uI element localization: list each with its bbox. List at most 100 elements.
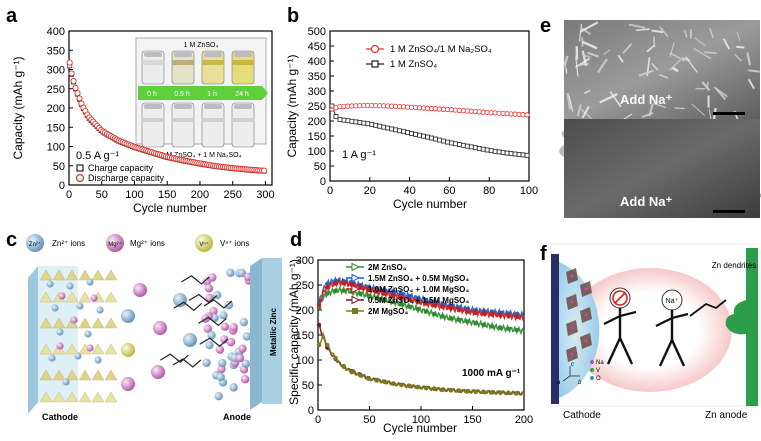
panel-f: f Na⁺ Zn dendrites c a b Na V O Cathode … (540, 243, 758, 421)
data-point (408, 384, 412, 388)
ion-cloud (121, 269, 253, 401)
y-tick-label: 200 (47, 103, 65, 115)
solvated-ion (183, 333, 197, 347)
data-point (366, 377, 370, 381)
data-point (469, 145, 473, 149)
vo-polyhedron (79, 392, 91, 402)
vial-bottom (202, 103, 224, 147)
dendrites-label: Zn dendrites (712, 261, 756, 270)
legend-marker (352, 308, 358, 314)
data-point (350, 370, 354, 374)
discharge-point (73, 85, 78, 90)
data-point (441, 305, 445, 309)
data-point (473, 146, 477, 150)
y-tick-label: 500 (308, 26, 326, 38)
y-tick-label: 200 (308, 116, 326, 128)
ion (219, 311, 227, 319)
legend: Zn²⁺ Zn²⁺ ions Mg²⁺ Mg²⁺ ions Vⁿ⁺ Vⁿ⁺ io… (26, 234, 249, 252)
anode-label: Anode (223, 412, 251, 422)
ion (225, 301, 233, 309)
species-label: V (596, 368, 600, 374)
legend-marker-charge (77, 165, 83, 171)
data-point (408, 305, 412, 309)
y-tick-label: 0 (59, 180, 65, 192)
solvated-ion (151, 365, 165, 379)
sem-label-top: Add Na⁺ (620, 92, 673, 107)
y-tick-label: 0 (320, 176, 326, 188)
data-point (449, 316, 453, 320)
y-tick-label: 250 (47, 84, 65, 96)
y-axis-label: Specific capacity (mAh g⁻¹) (287, 259, 301, 405)
ion (202, 359, 210, 367)
ion (229, 383, 237, 391)
vo-polyhedron (105, 292, 117, 302)
data-point (457, 143, 461, 147)
y-tick-label: 400 (308, 56, 326, 68)
ball-label: Zn²⁺ (29, 241, 41, 248)
mg-ion (56, 342, 63, 349)
vo-polyhedron (92, 318, 104, 328)
data-point (418, 133, 422, 137)
data-point (465, 320, 469, 324)
vial-band (172, 60, 194, 65)
y-tick-label: 150 (47, 122, 65, 134)
rate-label: 1 A g⁻¹ (342, 149, 376, 161)
species-label: Na (596, 360, 604, 366)
data-point (437, 138, 441, 142)
data-point (330, 104, 334, 108)
vial-band (202, 118, 224, 122)
data-point (406, 131, 410, 135)
scale-bar (713, 112, 745, 115)
x-tick-label: 0 (66, 189, 72, 201)
data-point (490, 390, 494, 394)
legend: 1 M ZnSO₄/1 M Na₂SO₄ 1 M ZnSO₄ (366, 44, 492, 70)
legend-marker (352, 297, 359, 304)
inset-label-top: 1 M ZnSO₄ (184, 42, 219, 49)
data-point (449, 388, 453, 392)
x-tick-label: 100 (520, 185, 538, 197)
ball-label: Mg²⁺ (108, 241, 122, 248)
data-point (517, 152, 521, 156)
x-tick-label: 200 (191, 189, 209, 201)
data-point (424, 310, 428, 314)
y-tick-label: 300 (308, 86, 326, 98)
data-point (325, 343, 329, 347)
data-point (342, 289, 346, 293)
data-point (465, 389, 469, 393)
rate-label: 0.5 A g⁻¹ (76, 150, 119, 162)
data-point (358, 292, 362, 296)
vo-polyhedron (79, 318, 91, 328)
legend-marker-discharge (77, 175, 84, 182)
x-tick-label: 300 (256, 189, 274, 201)
data-point (317, 323, 321, 327)
data-point (338, 118, 342, 122)
data-point (501, 151, 505, 155)
vial-cap (144, 52, 162, 57)
data-point (515, 315, 519, 319)
zn-ion (51, 304, 58, 311)
data-point (498, 326, 502, 330)
zn-ion (84, 330, 91, 337)
data-point (474, 321, 478, 325)
mg-ion (90, 294, 97, 301)
vial-band (232, 118, 254, 122)
data-point (342, 365, 346, 369)
legend-marker (372, 46, 379, 53)
data-point (410, 131, 414, 135)
data-point (416, 307, 420, 311)
mg-ion (86, 344, 93, 351)
x-tick-label: 200 (515, 414, 533, 426)
ball-label: Vⁿ⁺ (199, 241, 208, 248)
data-point (432, 312, 436, 316)
ion (227, 338, 235, 346)
data-point (457, 389, 461, 393)
sem-flake (704, 52, 717, 53)
data-point (378, 124, 382, 128)
data-point (490, 312, 494, 316)
discharge-point (75, 91, 80, 96)
y-tick-label: 100 (47, 142, 65, 154)
data-point (399, 383, 403, 387)
data-point (422, 134, 426, 138)
series-line (319, 324, 524, 395)
